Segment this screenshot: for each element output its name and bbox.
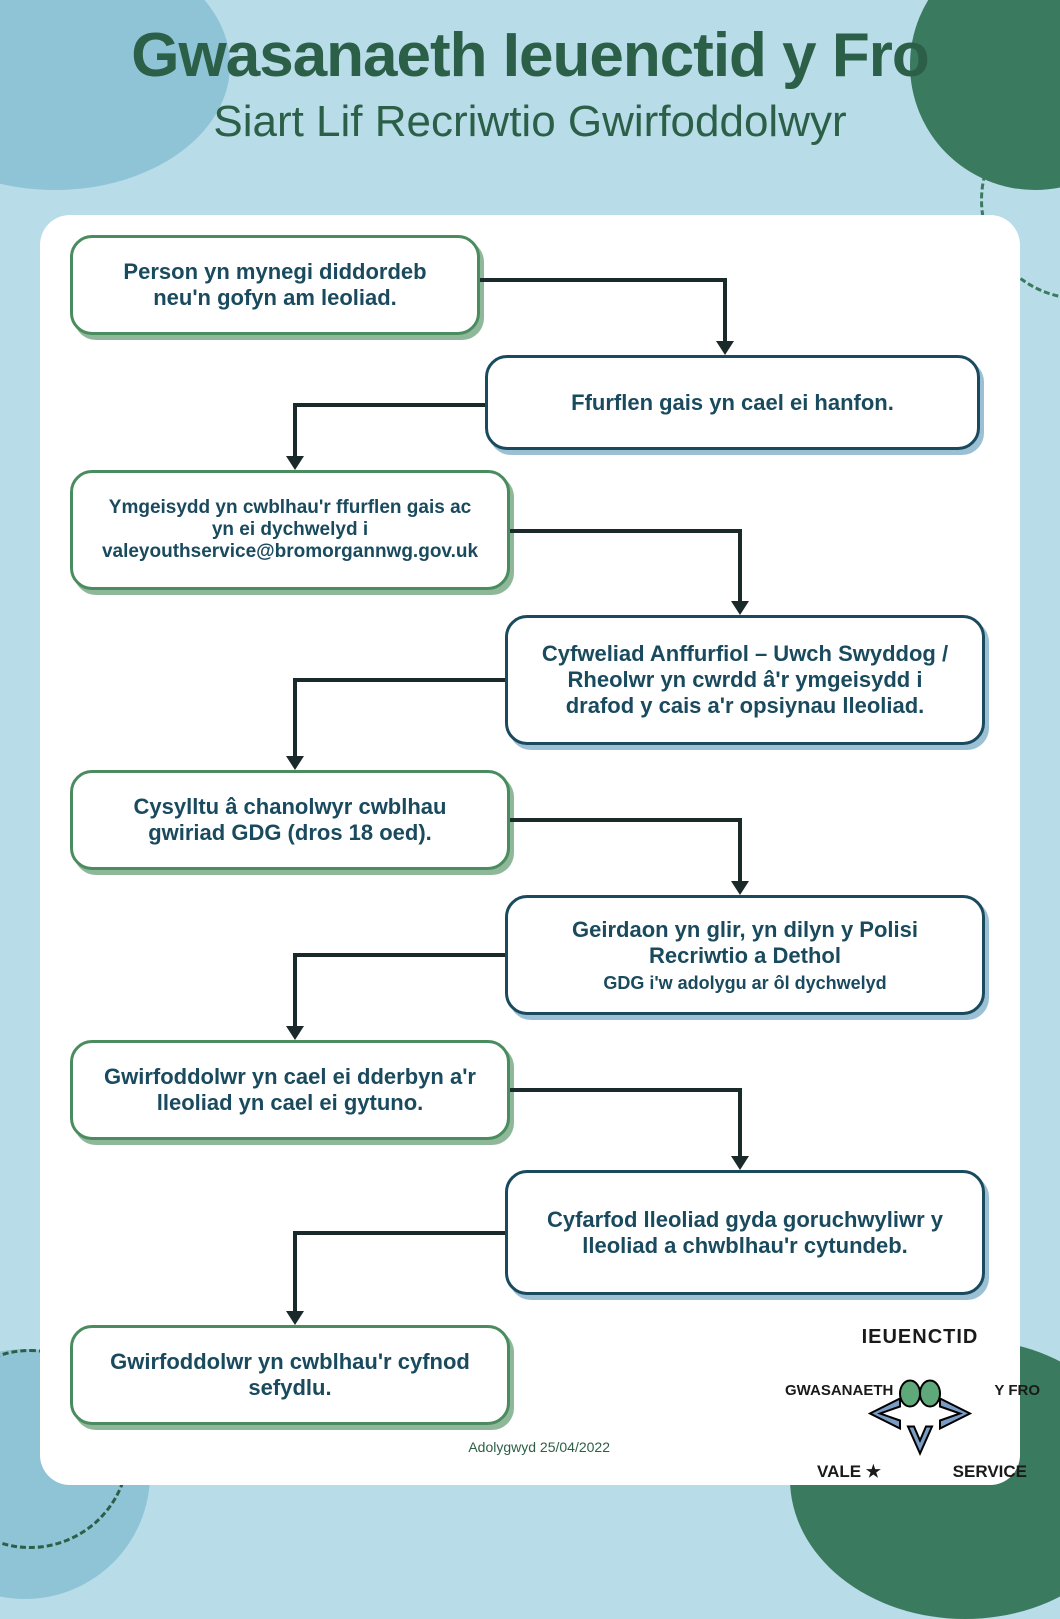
page-subtitle: Siart Lif Recriwtio Gwirfoddolwyr xyxy=(0,97,1060,147)
flow-node-n4: Cyfweliad Anffurfiol – Uwch Swyddog / Rh… xyxy=(505,615,985,745)
reviewed-date: Adolygwyd 25/04/2022 xyxy=(468,1439,610,1455)
logo-text-bot-right: SERVICE xyxy=(953,1462,1027,1482)
flow-node-subtext: GDG i'w adolygu ar ôl dychwelyd xyxy=(603,973,886,994)
flow-card: Adolygwyd 25/04/2022 Person yn mynegi di… xyxy=(40,215,1020,1485)
flow-node-text: Cyfweliad Anffurfiol – Uwch Swyddog / Rh… xyxy=(534,641,956,719)
flow-node-n6: Geirdaon yn glir, yn dilyn y Polisi Recr… xyxy=(505,895,985,1015)
flow-node-n3: Ymgeisydd yn cwblhau'r ffurflen gais ac … xyxy=(70,470,510,590)
flow-arrow-n5-n6 xyxy=(495,805,755,910)
logo-icon xyxy=(860,1369,980,1459)
flow-node-text: Ffurflen gais yn cael ei hanfon. xyxy=(571,390,894,416)
logo-text-top: IEUENCTID xyxy=(805,1326,1035,1349)
flow-node-n8: Cyfarfod lleoliad gyda goruchwyliwr y ll… xyxy=(505,1170,985,1295)
flow-arrow-n8-n9 xyxy=(280,1218,520,1340)
flow-arrow-n4-n5 xyxy=(280,665,520,785)
flow-arrow-n2-n3 xyxy=(280,390,500,485)
page-title: Gwasanaeth Ieuenctid y Fro xyxy=(0,20,1060,91)
flow-node-text: Gwirfoddolwr yn cael ei dderbyn a'r lleo… xyxy=(99,1064,481,1116)
flow-node-text: Gwirfoddolwr yn cwblhau'r cyfnod sefydlu… xyxy=(99,1349,481,1401)
logo-text-bot-left: VALE ★ xyxy=(817,1462,881,1482)
flow-node-text: Ymgeisydd yn cwblhau'r ffurflen gais ac … xyxy=(99,497,481,563)
flow-arrow-n1-n2 xyxy=(465,265,740,370)
flow-node-text: Person yn mynegi diddordeb neu'n gofyn a… xyxy=(99,259,451,311)
flow-node-n9: Gwirfoddolwr yn cwblhau'r cyfnod sefydlu… xyxy=(70,1325,510,1425)
flow-node-text: Cyfarfod lleoliad gyda goruchwyliwr y ll… xyxy=(534,1207,956,1259)
flow-arrow-n6-n7 xyxy=(280,940,520,1055)
logo-vale-youth-service: IEUENCTID GWASANAETH Y FRO VALE ★ SERVIC… xyxy=(805,1324,1035,1494)
flow-node-n1: Person yn mynegi diddordeb neu'n gofyn a… xyxy=(70,235,480,335)
flow-arrow-n3-n4 xyxy=(495,516,755,630)
flow-node-text: Geirdaon yn glir, yn dilyn y Polisi Recr… xyxy=(534,917,956,969)
logo-text-mid-right: Y FRO xyxy=(994,1382,1040,1399)
flow-node-text: Cysylltu â chanolwyr cwblhau gwiriad GDG… xyxy=(99,794,481,846)
flow-arrow-n7-n8 xyxy=(495,1075,755,1185)
flow-node-n5: Cysylltu â chanolwyr cwblhau gwiriad GDG… xyxy=(70,770,510,870)
flow-node-n7: Gwirfoddolwr yn cael ei dderbyn a'r lleo… xyxy=(70,1040,510,1140)
